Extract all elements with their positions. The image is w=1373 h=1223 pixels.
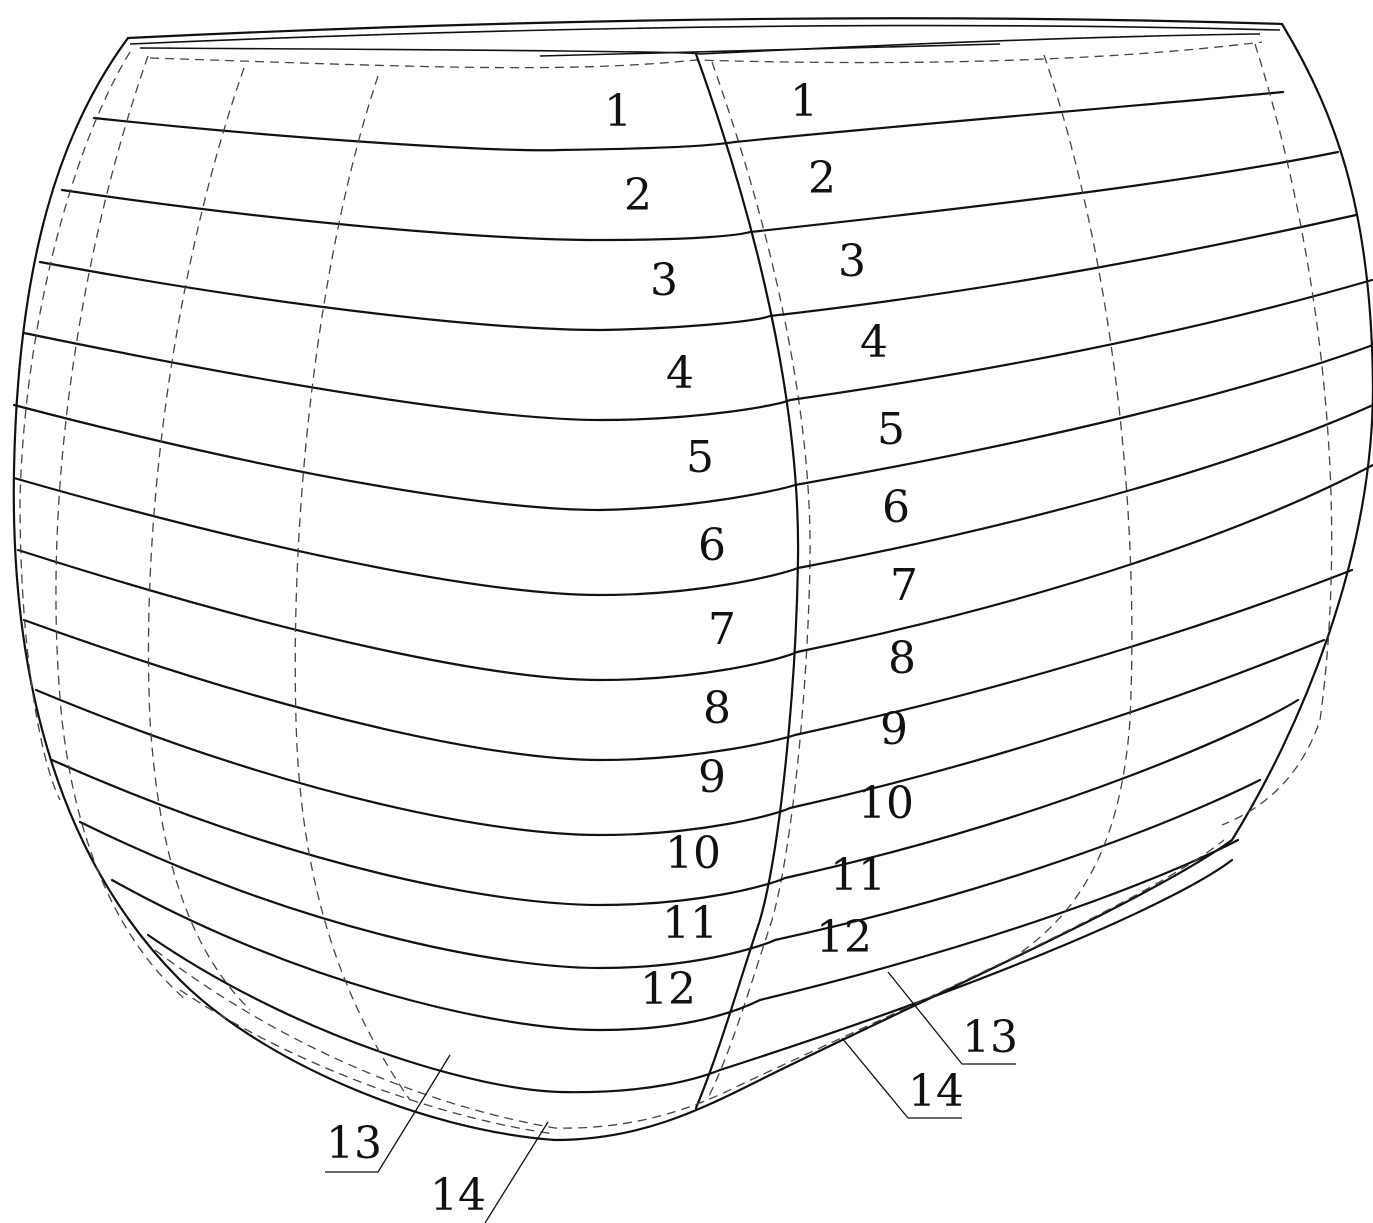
leader-lines <box>325 971 1016 1223</box>
left-label-6: 6 <box>698 520 726 571</box>
right-label-6: 6 <box>882 482 910 533</box>
left-label-10: 10 <box>665 828 721 879</box>
left-label-2: 2 <box>624 170 652 221</box>
outer-outline <box>12 22 1373 1142</box>
right-label-11: 11 <box>830 850 886 901</box>
right-label-10: 10 <box>858 778 914 829</box>
right-label-5: 5 <box>877 404 905 455</box>
callout-left-13: 13 <box>326 1118 382 1169</box>
right-label-8: 8 <box>888 633 916 684</box>
left-label-8: 8 <box>703 683 731 734</box>
band-lines <box>12 90 1373 1094</box>
center-edge <box>694 52 811 1110</box>
left-label-12: 12 <box>640 964 696 1015</box>
callout-right-13: 13 <box>962 1012 1018 1063</box>
right-label-12: 12 <box>816 912 872 963</box>
left-label-9: 9 <box>698 752 726 803</box>
top-rim <box>126 17 1284 69</box>
right-label-7: 7 <box>890 560 918 611</box>
callout-right-14: 14 <box>908 1066 964 1117</box>
left-label-7: 7 <box>708 604 736 655</box>
left-label-4: 4 <box>666 348 694 399</box>
right-label-2: 2 <box>808 153 836 204</box>
right-label-1: 1 <box>790 76 818 127</box>
left-label-5: 5 <box>686 432 714 483</box>
right-label-4: 4 <box>860 317 888 368</box>
left-face-labels: 1 2 3 4 5 6 7 8 9 10 11 12 <box>604 86 736 1015</box>
left-label-3: 3 <box>650 255 678 306</box>
right-label-9: 9 <box>880 704 908 755</box>
callout-labels: 13 14 13 14 <box>326 1012 1018 1221</box>
left-label-11: 11 <box>662 898 718 949</box>
right-face-labels: 1 2 3 4 5 6 7 8 9 10 11 12 <box>790 76 918 963</box>
left-label-1: 1 <box>604 86 632 137</box>
callout-left-14: 14 <box>430 1170 486 1221</box>
right-label-3: 3 <box>838 236 866 287</box>
dashed-meridians <box>19 43 1333 1135</box>
